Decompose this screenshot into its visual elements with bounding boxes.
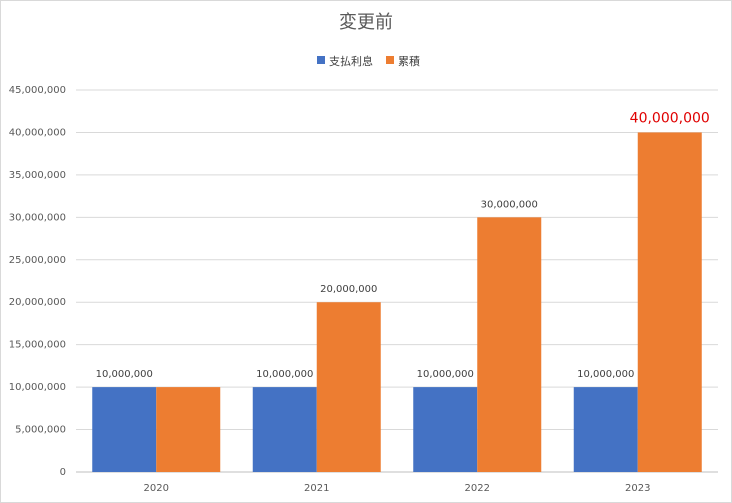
y-tick-label: 30,000,000 [9, 212, 66, 223]
bar-interest [413, 387, 478, 472]
bar-cumulative [477, 217, 542, 472]
data-label: 20,000,000 [320, 284, 377, 295]
x-tick-label: 2020 [144, 483, 169, 494]
bar-cumulative [156, 387, 221, 472]
y-tick-label: 0 [60, 467, 66, 478]
y-tick-label: 10,000,000 [9, 382, 66, 393]
legend: 支払利息 累積 [317, 54, 420, 68]
data-label: 10,000,000 [96, 369, 153, 380]
y-tick-label: 45,000,000 [9, 85, 66, 96]
y-tick-label: 25,000,000 [9, 255, 66, 266]
data-label-highlight: 40,000,000 [630, 110, 710, 126]
chart-title: 変更前 [339, 12, 393, 33]
data-labels: 10,000,000 10,000,000 20,000,000 10,000,000… [96, 110, 710, 380]
bar-interest [92, 387, 157, 472]
axes: 0 5,000,000 10,000,000 15,000,000 20,000,000… [9, 85, 651, 494]
bars [92, 132, 702, 472]
y-tick-label: 5,000,000 [15, 425, 66, 436]
x-tick-label: 2023 [625, 483, 650, 494]
legend-swatch-cumulative [386, 56, 394, 64]
bar-interest [573, 387, 638, 472]
data-label: 10,000,000 [417, 369, 474, 380]
bar-cumulative [316, 302, 381, 472]
y-tick-label: 20,000,000 [9, 297, 66, 308]
y-tick-label: 15,000,000 [9, 340, 66, 351]
legend-swatch-interest [317, 56, 325, 64]
bar-cumulative [637, 132, 702, 472]
y-tick-label: 35,000,000 [9, 170, 66, 181]
bar-interest [252, 387, 317, 472]
y-tick-label: 40,000,000 [9, 127, 66, 138]
x-tick-label: 2021 [304, 483, 329, 494]
data-label: 10,000,000 [256, 369, 313, 380]
legend-label-interest: 支払利息 [329, 54, 373, 68]
data-label: 30,000,000 [481, 199, 538, 210]
data-label: 10,000,000 [577, 369, 634, 380]
x-tick-label: 2022 [465, 483, 490, 494]
legend-label-cumulative: 累積 [398, 54, 420, 68]
